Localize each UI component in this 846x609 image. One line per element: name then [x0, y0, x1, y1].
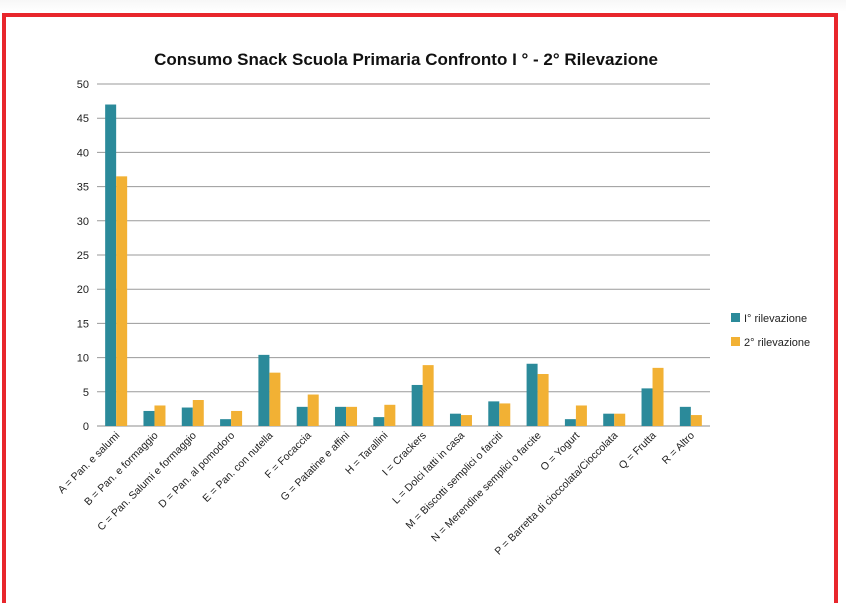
y-tick-label: 0: [83, 421, 89, 433]
bar-1-14: [603, 413, 615, 426]
category-label: E = Pan. con nutella: [200, 430, 275, 505]
bar-2-10: [460, 415, 472, 426]
bar-2-11: [499, 403, 511, 426]
bar-2-2: [154, 405, 166, 426]
top-fade: [0, 0, 846, 12]
bar-1-10: [449, 413, 461, 426]
legend-swatch: [731, 337, 740, 346]
bar-1-15: [641, 388, 653, 426]
bar-1-4: [220, 419, 232, 426]
category-label: Q = Frutta: [617, 430, 659, 472]
y-tick-label: 50: [77, 79, 89, 91]
bar-2-13: [575, 405, 587, 426]
bars: [105, 104, 702, 427]
bar-1-6: [296, 406, 308, 426]
bar-1-3: [181, 407, 193, 426]
legend-label: 2° rilevazione: [744, 337, 810, 349]
y-tick-label: 5: [83, 387, 89, 399]
bar-2-15: [652, 367, 664, 426]
bar-2-16: [690, 415, 702, 426]
bar-1-9: [411, 384, 423, 426]
category-label: R = Altro: [660, 430, 697, 467]
y-tick-label: 20: [77, 284, 89, 296]
bar-1-16: [679, 406, 691, 426]
legend-label: I° rilevazione: [744, 313, 807, 325]
bar-2-9: [422, 365, 434, 426]
bar-2-1: [116, 176, 128, 426]
y-tick-label: 30: [77, 216, 89, 228]
y-tick-label: 45: [77, 113, 89, 125]
category-label: D = Pan. al pomodoro: [156, 430, 237, 511]
chart-title: Consumo Snack Scuola Primaria Confronto …: [154, 50, 658, 69]
category-label: B = Pan. e formaggio: [82, 430, 161, 509]
y-tick-label: 40: [77, 147, 89, 159]
bar-1-5: [258, 354, 270, 426]
category-label: G = Patatine e affini: [278, 430, 352, 504]
bar-2-5: [269, 372, 281, 426]
bar-2-3: [192, 400, 204, 426]
bar-1-7: [335, 406, 347, 426]
bar-1-13: [564, 419, 576, 426]
bar-2-4: [231, 410, 243, 426]
bar-2-8: [384, 404, 396, 426]
grid-lines: [97, 83, 710, 427]
bar-1-8: [373, 417, 385, 426]
category-label: L = Dolci fatti in casa: [390, 430, 467, 507]
bar-2-14: [614, 413, 626, 426]
bar-2-7: [346, 406, 358, 426]
y-tick-label: 25: [77, 250, 89, 262]
bar-1-2: [143, 410, 155, 426]
legend: I° rilevazione 2° rilevazione: [731, 313, 810, 349]
bar-1-11: [488, 401, 500, 426]
bar-2-12: [537, 374, 549, 426]
bar-2-6: [307, 394, 319, 426]
y-axis-ticks: 0 5 10 15 20 25 30 35 40 45 50: [77, 79, 89, 433]
y-tick-label: 35: [77, 182, 89, 194]
y-tick-label: 15: [77, 318, 89, 330]
red-frame: [2, 13, 838, 603]
legend-swatch: [731, 313, 740, 322]
y-tick-label: 10: [77, 353, 89, 365]
bar-1-1: [105, 104, 117, 427]
bar-1-12: [526, 363, 538, 426]
